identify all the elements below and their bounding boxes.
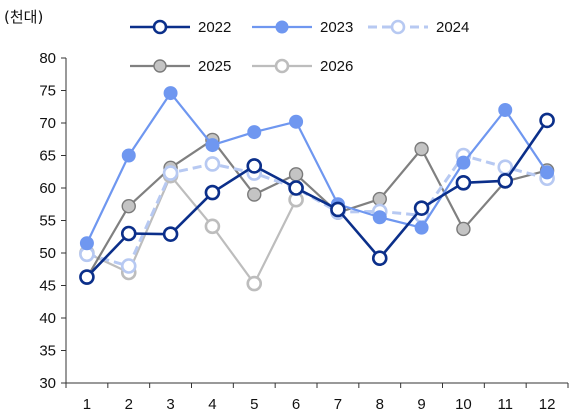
series-2025-point bbox=[456, 221, 471, 237]
x-tick-label: 5 bbox=[250, 396, 258, 413]
series-2023-point bbox=[79, 236, 94, 251]
series-2022-point bbox=[120, 225, 137, 242]
series-2026-line bbox=[86, 174, 298, 285]
series-2023-point bbox=[205, 138, 220, 153]
y-tick-label: 55 bbox=[39, 213, 56, 230]
x-tick-label: 2 bbox=[125, 396, 133, 413]
series-2024-point bbox=[120, 258, 137, 274]
series-2022-point bbox=[204, 184, 221, 201]
series-2022-point bbox=[288, 180, 304, 196]
legend-item-2022: 2022 bbox=[130, 19, 231, 36]
series-2026-point bbox=[204, 218, 221, 235]
x-tick-label: 8 bbox=[376, 396, 384, 413]
y-axis: 30 35 40 45 50 55 60 65 70 75 80 bbox=[39, 50, 67, 392]
series-2023-point bbox=[540, 165, 555, 180]
y-tick-label: 45 bbox=[39, 278, 56, 295]
series-2024 bbox=[79, 147, 555, 274]
y-tick-label: 60 bbox=[39, 180, 56, 197]
legend-label: 2026 bbox=[320, 58, 353, 75]
series-2022-point bbox=[497, 173, 514, 189]
series-2023-line bbox=[85, 92, 548, 244]
series-2023-point bbox=[247, 125, 262, 140]
x-tick-label: 11 bbox=[497, 396, 513, 413]
legend-item-2026: 2026 bbox=[252, 58, 353, 75]
series-2025-point bbox=[153, 59, 167, 73]
legend-item-2024: 2024 bbox=[368, 19, 469, 36]
y-tick-label: 75 bbox=[39, 83, 56, 100]
x-tick-label: 3 bbox=[166, 396, 174, 413]
series-2023-point bbox=[498, 103, 513, 117]
series-2022-point bbox=[246, 158, 263, 174]
series-2024-point bbox=[390, 19, 406, 35]
legend-label: 2024 bbox=[436, 19, 469, 36]
legend-item-2023: 2023 bbox=[252, 19, 353, 36]
series-2023-point bbox=[414, 220, 429, 235]
x-axis: 1 2 3 4 5 6 7 8 9 10 11 12 bbox=[65, 382, 569, 413]
series-2022-point bbox=[455, 175, 472, 191]
series-2023 bbox=[79, 86, 555, 251]
series-2026-point bbox=[274, 58, 290, 74]
series-2022-point bbox=[413, 200, 430, 216]
series-2023-point bbox=[275, 20, 289, 34]
x-tick-label: 4 bbox=[208, 396, 216, 413]
series-2023-point bbox=[372, 210, 387, 225]
series-2025-point bbox=[288, 167, 304, 182]
y-tick-label: 40 bbox=[39, 310, 56, 327]
legend-item-2025: 2025 bbox=[130, 58, 231, 75]
series-2022-point bbox=[162, 226, 179, 242]
y-tick-label: 50 bbox=[39, 245, 56, 262]
series-2023-point bbox=[163, 86, 178, 101]
series-2022-point bbox=[79, 269, 95, 285]
x-tick-label: 1 bbox=[83, 396, 91, 413]
series-2023-point bbox=[121, 148, 136, 163]
series-2025 bbox=[79, 132, 555, 285]
series-2024-point bbox=[162, 165, 179, 181]
series-2022-point bbox=[330, 201, 346, 218]
series-2022 bbox=[79, 112, 555, 285]
x-tick-label: 10 bbox=[455, 396, 472, 413]
series-2022-point bbox=[371, 250, 388, 267]
series-2023-point bbox=[289, 114, 304, 129]
series-2025-point bbox=[247, 187, 262, 202]
x-tick-label: 6 bbox=[292, 396, 300, 413]
legend-label: 2023 bbox=[320, 19, 353, 36]
x-tick-label: 9 bbox=[417, 396, 425, 413]
series-2022-point bbox=[152, 19, 168, 35]
legend-label: 2022 bbox=[198, 19, 231, 36]
x-tick-label: 7 bbox=[334, 396, 342, 413]
series-2025-point bbox=[414, 141, 429, 157]
series-2025-point bbox=[121, 198, 136, 214]
y-tick-label: 65 bbox=[39, 148, 56, 165]
x-tick-label: 12 bbox=[539, 396, 556, 413]
series-2024-point bbox=[497, 159, 514, 175]
legend: 2022 2023 2024 2025 2026 bbox=[130, 19, 469, 75]
y-tick-label: 30 bbox=[39, 375, 56, 392]
series-2026-point bbox=[246, 275, 263, 292]
series-2024-point bbox=[204, 156, 221, 172]
unit-label: (천대) bbox=[4, 8, 43, 26]
series-2022-point bbox=[539, 112, 555, 129]
legend-label: 2025 bbox=[198, 58, 231, 75]
y-tick-label: 70 bbox=[39, 115, 56, 132]
series-layer bbox=[79, 86, 555, 292]
y-tick-label: 80 bbox=[39, 50, 56, 67]
y-tick-label: 35 bbox=[39, 343, 56, 360]
series-2023-point bbox=[456, 155, 471, 170]
